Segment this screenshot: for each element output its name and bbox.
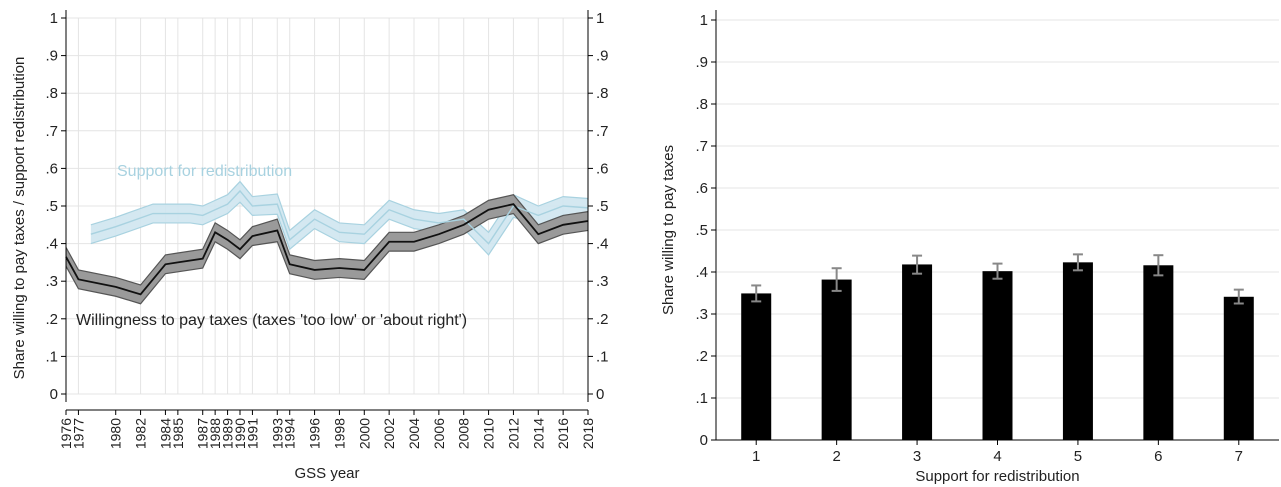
y-tick-label: .5 <box>695 222 708 239</box>
y-tick-label: .4 <box>695 264 708 281</box>
x-tick-label: 3 <box>913 448 921 465</box>
y-tick-label: .6 <box>45 160 58 177</box>
right-y-ticks: 0 .1 .2 .3 .4 .5 .6 .7 .8 .9 1 <box>588 10 609 403</box>
x-tick-label: 1993 <box>269 418 285 449</box>
x-tick-label: 2006 <box>431 418 447 449</box>
y-tick-label-right: .4 <box>596 236 609 253</box>
y-tick-label: .1 <box>45 348 58 365</box>
y-tick-label-right: .2 <box>596 311 609 328</box>
x-tick-label: 1990 <box>232 418 248 449</box>
y-tick-label: .7 <box>695 138 708 155</box>
y-tick-label-right: .3 <box>596 273 609 290</box>
y-tick-label: .9 <box>695 54 708 71</box>
y-tick-label: .5 <box>45 198 58 215</box>
left-confidence-bands <box>65 180 589 305</box>
x-tick-label: 4 <box>993 448 1001 465</box>
y-tick-label-right: .1 <box>596 348 609 365</box>
bar-4 <box>982 271 1013 440</box>
y-tick-label: .8 <box>695 96 708 113</box>
band-lower-edge <box>65 212 589 305</box>
x-tick-label: 2010 <box>481 418 497 449</box>
series-line-support-redistribution <box>90 189 589 245</box>
x-tick-label: 2 <box>832 448 840 465</box>
y-tick-label: .6 <box>695 180 708 197</box>
band-support-redistribution <box>90 181 588 255</box>
x-tick-label: 1996 <box>307 418 323 449</box>
x-tick-label: 2012 <box>505 418 521 449</box>
x-tick-label: 2008 <box>456 418 472 449</box>
x-tick-label: 6 <box>1154 448 1162 465</box>
left-x-axis-title: GSS year <box>294 465 359 482</box>
bar-5 <box>1062 262 1093 440</box>
bar-y-ticks: 0 .1 .2 .3 .4 .5 .6 .7 .8 .9 1 <box>695 12 716 449</box>
x-tick-label: 2018 <box>580 418 596 449</box>
y-tick-label: 1 <box>50 10 58 27</box>
x-tick-label: 7 <box>1235 448 1243 465</box>
bar-3 <box>902 264 933 440</box>
x-tick-label: 1988 <box>207 418 223 449</box>
x-tick-label: 1994 <box>282 418 298 449</box>
x-tick-label: 1 <box>752 448 760 465</box>
left-series-lines <box>65 189 589 296</box>
y-tick-label: .8 <box>45 85 58 102</box>
y-tick-label-right: .7 <box>596 123 609 140</box>
x-tick-label: 1976 <box>58 418 74 449</box>
band-lower-edge <box>90 201 589 256</box>
x-tick-label: 1980 <box>108 418 124 449</box>
series-line-willingness-taxes <box>65 203 589 296</box>
right-error-bars <box>751 253 1244 305</box>
bar-x-ticks: 1 2 3 4 5 6 7 <box>752 440 1243 465</box>
y-tick-label-right: .6 <box>596 160 609 177</box>
y-tick-label-right: .5 <box>596 198 609 215</box>
y-tick-label: .2 <box>695 348 708 365</box>
band-upper-edge <box>65 194 589 286</box>
y-tick-label: 1 <box>700 12 708 29</box>
y-tick-label: .3 <box>45 273 58 290</box>
bar-1 <box>741 293 772 440</box>
series-label-willingness-taxes: Willingness to pay taxes (taxes 'too low… <box>76 312 467 329</box>
y-tick-label: 0 <box>50 386 58 403</box>
bar-x-axis-title: Support for redistribution <box>915 468 1079 485</box>
x-tick-label: 2004 <box>406 418 422 449</box>
left-line-chart: 0 .1 .2 .3 .4 .5 .6 .7 .8 .9 1 0 .1 .2 .3 .4 .5 .6 .7 .8 .9… <box>11 10 609 482</box>
bar-6 <box>1143 265 1174 440</box>
y-tick-label: 0 <box>700 432 708 449</box>
y-tick-label: .4 <box>45 236 58 253</box>
y-tick-label: .9 <box>45 48 58 65</box>
bar-2 <box>821 279 852 440</box>
y-tick-label: .2 <box>45 311 58 328</box>
left-y-axis-title: Share willing to pay taxes / support red… <box>11 57 28 380</box>
y-tick-label-right: .8 <box>596 85 609 102</box>
y-tick-label: .3 <box>695 306 708 323</box>
right-bars <box>741 262 1254 440</box>
x-tick-label: 2016 <box>555 418 571 449</box>
bar-7 <box>1223 296 1254 440</box>
x-tick-label: 1987 <box>195 418 211 449</box>
series-label-support-redistribution: Support for redistribution <box>117 163 292 180</box>
x-tick-label: 1982 <box>133 418 149 449</box>
x-tick-label: 2002 <box>381 418 397 449</box>
y-tick-label-right: .9 <box>596 48 609 65</box>
y-tick-label: .1 <box>695 390 708 407</box>
x-tick-label: 2014 <box>530 418 546 449</box>
band-upper-edge <box>90 180 589 234</box>
x-tick-label: 1989 <box>220 418 236 449</box>
y-tick-label-right: 0 <box>596 386 604 403</box>
x-tick-label: 5 <box>1074 448 1082 465</box>
x-tick-label: 1984 <box>157 418 173 449</box>
y-tick-label-right: 1 <box>596 10 604 27</box>
right-bar-chart: 0 .1 .2 .3 .4 .5 .6 .7 .8 .9 1 1 2 3 4 5 6 7 Support for… <box>660 10 1279 485</box>
left-y-ticks: 0 .1 .2 .3 .4 .5 .6 .7 .8 .9 1 <box>45 10 66 403</box>
x-tick-label: 1977 <box>70 418 86 449</box>
x-tick-label: 1998 <box>331 418 347 449</box>
x-tick-label: 1991 <box>244 418 260 449</box>
y-tick-label: .7 <box>45 123 58 140</box>
bar-y-axis-title: Share willing to pay taxes <box>660 145 677 315</box>
x-tick-label: 1985 <box>170 418 186 449</box>
x-tick-label: 2000 <box>356 418 372 449</box>
band-willingness-taxes <box>66 194 588 304</box>
